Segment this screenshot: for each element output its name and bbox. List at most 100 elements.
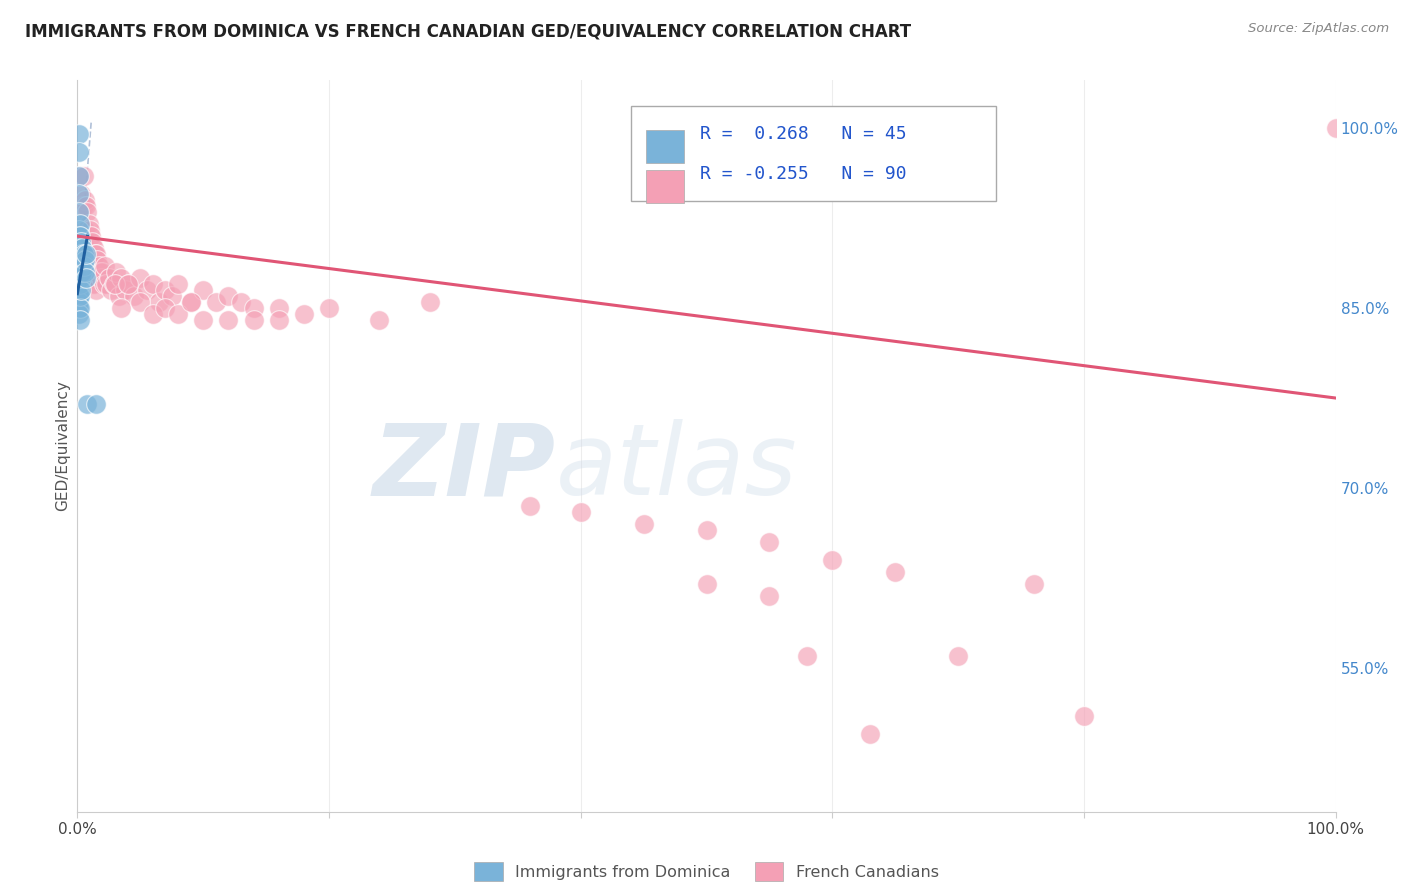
Point: [569, 505, 592, 519]
FancyBboxPatch shape: [647, 129, 683, 162]
Point: [67, 289, 90, 303]
Point: [129, 271, 152, 285]
Point: [142, 277, 165, 292]
Point: [70, 217, 93, 231]
Point: [191, 283, 215, 297]
Point: [948, 648, 970, 663]
Point: [84, 283, 107, 297]
Text: Source: ZipAtlas.com: Source: ZipAtlas.com: [1249, 22, 1389, 36]
Text: IMMIGRANTS FROM DOMINICA VS FRENCH CANADIAN GED/EQUIVALENCY CORRELATION CHART: IMMIGRANTS FROM DOMINICA VS FRENCH CANAD…: [25, 22, 911, 40]
Point: [110, 301, 132, 315]
Point: [69, 241, 91, 255]
Point: [72, 247, 94, 261]
Point: [1324, 121, 1347, 136]
Point: [75, 271, 97, 285]
Point: [72, 265, 94, 279]
Point: [77, 217, 100, 231]
Point: [758, 589, 780, 603]
Point: [67, 283, 90, 297]
Point: [118, 277, 141, 292]
Text: R = -0.255   N = 90: R = -0.255 N = 90: [700, 165, 907, 183]
Point: [155, 283, 177, 297]
Text: ZIP: ZIP: [373, 419, 555, 516]
Point: [160, 289, 183, 303]
Point: [1022, 577, 1045, 591]
Point: [242, 313, 264, 327]
Point: [67, 187, 90, 202]
Point: [859, 727, 882, 741]
Point: [633, 516, 655, 531]
Point: [67, 205, 90, 219]
Point: [91, 265, 114, 279]
Point: [318, 301, 340, 315]
Point: [105, 265, 128, 279]
Point: [80, 271, 103, 285]
Point: [242, 301, 264, 315]
Point: [100, 283, 122, 297]
Point: [104, 277, 127, 292]
Point: [73, 223, 96, 237]
Point: [69, 289, 91, 303]
Point: [67, 277, 90, 292]
Point: [696, 577, 718, 591]
Point: [93, 277, 115, 292]
Point: [70, 259, 93, 273]
Point: [419, 295, 441, 310]
Point: [72, 223, 94, 237]
Point: [94, 259, 117, 273]
Point: [67, 259, 90, 273]
Point: [758, 535, 780, 549]
Point: [67, 145, 90, 160]
Point: [83, 241, 105, 255]
Point: [70, 271, 93, 285]
Point: [67, 235, 90, 249]
Point: [67, 271, 90, 285]
Point: [67, 223, 90, 237]
Point: [76, 397, 98, 411]
Point: [76, 205, 98, 219]
Point: [73, 193, 96, 207]
Point: [67, 241, 90, 255]
Point: [67, 295, 90, 310]
Point: [72, 241, 94, 255]
Point: [84, 397, 107, 411]
Point: [67, 247, 90, 261]
Point: [73, 253, 96, 268]
Point: [90, 271, 112, 285]
Point: [267, 313, 290, 327]
Point: [267, 301, 290, 315]
Point: [69, 313, 91, 327]
Point: [110, 271, 132, 285]
Point: [122, 289, 145, 303]
Point: [75, 241, 97, 255]
Point: [69, 277, 91, 292]
Text: R =  0.268   N = 45: R = 0.268 N = 45: [700, 125, 907, 143]
Point: [135, 283, 157, 297]
Point: [70, 247, 93, 261]
Point: [76, 247, 98, 261]
Point: [69, 301, 91, 315]
Point: [72, 247, 94, 261]
Point: [80, 229, 103, 244]
Point: [67, 301, 90, 315]
Point: [217, 313, 239, 327]
Point: [292, 307, 315, 321]
Point: [108, 289, 131, 303]
Point: [67, 169, 90, 184]
Point: [97, 271, 120, 285]
FancyBboxPatch shape: [647, 169, 683, 202]
Point: [142, 307, 165, 321]
Point: [75, 199, 97, 213]
Point: [519, 499, 541, 513]
Point: [72, 199, 94, 213]
Point: [69, 253, 91, 268]
Point: [70, 235, 93, 249]
Point: [69, 169, 91, 184]
Point: [1073, 708, 1095, 723]
Point: [67, 307, 90, 321]
Point: [79, 223, 101, 237]
Point: [84, 247, 107, 261]
Point: [87, 259, 110, 273]
Point: [148, 295, 170, 310]
Point: [67, 127, 90, 141]
